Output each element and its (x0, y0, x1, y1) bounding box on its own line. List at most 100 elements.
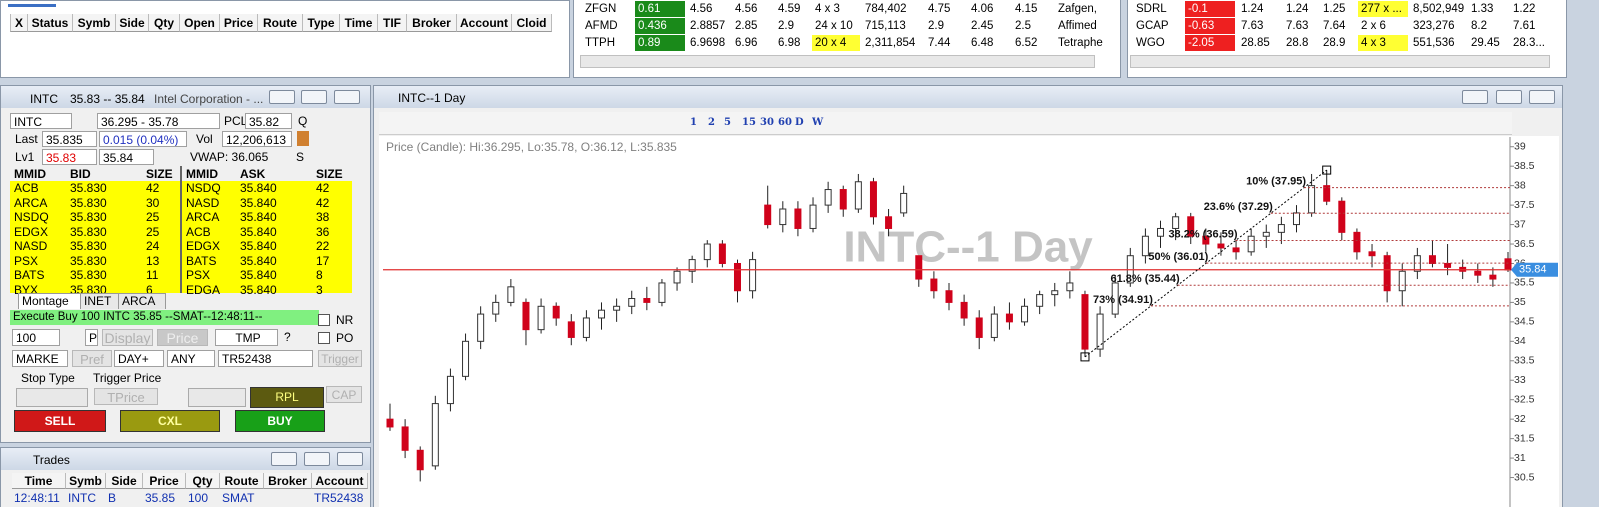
account[interactable]: TR52438 (218, 350, 313, 367)
any[interactable]: ANY (167, 350, 215, 367)
chart-window (373, 85, 1563, 507)
quote-cell: -0.1 (1185, 1, 1235, 17)
quote-cell: 551,536 (1413, 37, 1455, 49)
quote-cell: TTPH (585, 37, 616, 49)
quote-cell: 4.56 (690, 3, 713, 15)
column-header: Side (116, 14, 149, 32)
quote-cell: 28.3... (1513, 37, 1545, 49)
quote-cell: 2.9 (928, 20, 944, 32)
quote-cell: 2.5 (1015, 20, 1031, 32)
last-label: Last (15, 132, 38, 146)
quote-cell: 2,311,854 (865, 37, 916, 49)
q: Q (298, 114, 308, 128)
book-cell: 8 (316, 268, 323, 282)
rpl[interactable]: RPL (250, 387, 324, 408)
interval-button[interactable]: 1 (690, 117, 697, 128)
column-header: Broker (407, 14, 457, 32)
change: 0.015 (0.04%) (99, 131, 187, 147)
interval-button[interactable]: 30 (760, 117, 774, 128)
book-cell: 25 (146, 210, 160, 224)
quote-cell: 7.63 (1286, 20, 1309, 32)
checkbox[interactable] (318, 314, 330, 326)
tab-indicator (8, 4, 56, 7)
book-cell: 35.840 (240, 253, 277, 268)
minimize-button[interactable] (271, 452, 297, 466)
book-cell: 30 (146, 195, 160, 210)
tmp[interactable]: TMP (215, 329, 278, 346)
quote-cell: AFMD (585, 20, 618, 32)
maximize-button[interactable] (304, 452, 330, 466)
price: Price (157, 329, 208, 346)
close-button[interactable] (334, 90, 360, 104)
column-header: Price (143, 473, 186, 489)
trade-cell: B (108, 491, 117, 505)
interval-button[interactable]: 2 (708, 117, 715, 128)
quote-cell: 4.06 (971, 3, 994, 15)
minimize-button[interactable] (1462, 90, 1488, 104)
book-cell: 22 (316, 239, 330, 253)
trigger[interactable]: Trigger (318, 350, 362, 367)
cap: CAP (326, 386, 362, 403)
minimize-button[interactable] (269, 90, 295, 104)
book-cell: 24 (146, 239, 160, 253)
book-cell: 25 (146, 224, 160, 239)
quote-cell: 6.48 (971, 37, 994, 49)
book-cell: 35.830 (70, 253, 107, 268)
maximize-button[interactable] (301, 90, 327, 104)
book-cell: NSDQ (14, 210, 49, 224)
interval-button[interactable]: 60 (778, 117, 792, 128)
qty[interactable]: 100 (12, 329, 60, 346)
book-cell: 35.840 (240, 282, 277, 297)
quote-cell: 8.2 (1471, 20, 1487, 32)
interval-button[interactable]: 15 (742, 117, 756, 128)
close-button[interactable] (337, 452, 363, 466)
quote-cell: -0.63 (1185, 18, 1235, 34)
book-header: SIZE (316, 167, 343, 181)
column-header: TIF (378, 14, 407, 32)
book-divider (180, 166, 182, 293)
quote-cell: SDRL (1136, 3, 1167, 15)
column-header: Qty (186, 473, 220, 489)
quote-cell: 0.436 (635, 18, 685, 34)
quote-cell: Tetraphe (1058, 37, 1103, 49)
interval-button[interactable]: D (795, 117, 804, 128)
quote-cell: 4.59 (778, 3, 801, 15)
quote-cell: 28.85 (1241, 37, 1270, 49)
order-type[interactable]: MARKE (12, 350, 68, 367)
tif[interactable]: DAY+ (114, 350, 164, 367)
book-cell: EDGX (14, 224, 49, 239)
book-cell: 42 (316, 195, 330, 210)
book-cell: 35.830 (70, 268, 107, 282)
scrollbar[interactable] (580, 55, 1095, 68)
symbol-select[interactable]: INTC (10, 113, 72, 129)
p: P (85, 329, 98, 346)
quote-cell: 1.25 (1323, 3, 1346, 15)
scrollbar[interactable] (1130, 55, 1550, 68)
quote-cell: 6.9698 (690, 37, 726, 49)
book-cell: EDGA (186, 282, 221, 297)
vol: 12,206,613 (222, 131, 292, 147)
quote-cell: 4 x 3 (1358, 35, 1408, 51)
quote-cell: 4.56 (735, 3, 758, 15)
quote-cell: 1.24 (1241, 3, 1264, 15)
interval-button[interactable]: W (812, 117, 824, 128)
sell[interactable]: SELL (14, 410, 106, 432)
tab[interactable]: ARCA (118, 293, 166, 309)
stop-select[interactable] (16, 388, 88, 407)
book-cell: 35.840 (240, 224, 277, 239)
quote-cell: 28.8 (1286, 37, 1309, 49)
buy[interactable]: BUY (235, 410, 325, 432)
column-header: Cloid (512, 14, 552, 32)
book-cell: 38 (316, 210, 330, 224)
tab[interactable]: Montage (18, 293, 84, 309)
close-button[interactable] (1529, 90, 1555, 104)
interval-button[interactable]: 5 (724, 117, 731, 128)
maximize-button[interactable] (1496, 90, 1522, 104)
cxl[interactable]: CXL (120, 410, 220, 432)
tab[interactable]: INET (80, 293, 122, 309)
quote-cell: ZFGN (585, 3, 617, 15)
quote-cell: 7.64 (1323, 20, 1346, 32)
book-cell: 13 (146, 253, 160, 268)
checkbox[interactable] (318, 332, 330, 344)
book-cell: 42 (316, 181, 330, 195)
